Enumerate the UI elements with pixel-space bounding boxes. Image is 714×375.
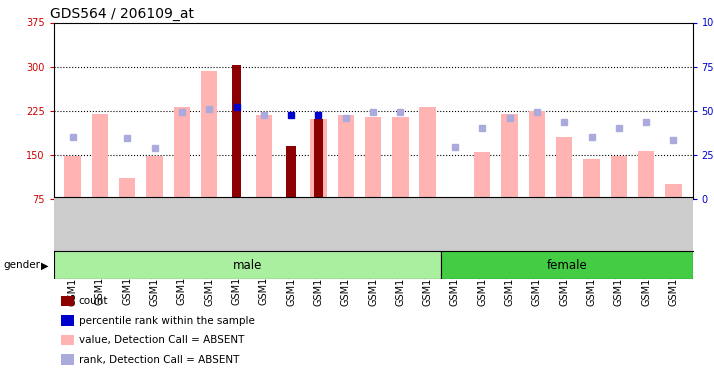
Text: female: female (547, 259, 588, 272)
Bar (610, 156, 627, 199)
Bar (665, 184, 682, 199)
Text: count: count (79, 296, 108, 306)
Bar (529, 111, 545, 199)
Bar (392, 117, 408, 199)
Text: ▶: ▶ (41, 261, 49, 270)
Bar (365, 117, 381, 199)
Text: male: male (233, 259, 262, 272)
FancyBboxPatch shape (441, 251, 693, 279)
Bar (338, 115, 354, 199)
Bar (556, 137, 573, 199)
FancyBboxPatch shape (54, 251, 441, 279)
Bar (146, 156, 163, 199)
Bar (583, 159, 600, 199)
Bar (119, 178, 136, 199)
Bar (501, 114, 518, 199)
Bar (232, 65, 241, 199)
Bar (313, 119, 323, 199)
Text: gender: gender (4, 261, 41, 270)
Bar (420, 106, 436, 199)
Text: rank, Detection Call = ABSENT: rank, Detection Call = ABSENT (79, 355, 239, 364)
Bar (638, 151, 654, 199)
Bar (174, 106, 190, 199)
Text: value, Detection Call = ABSENT: value, Detection Call = ABSENT (79, 335, 244, 345)
Text: GDS564 / 206109_at: GDS564 / 206109_at (51, 8, 194, 21)
Bar (311, 119, 326, 199)
Text: percentile rank within the sample: percentile rank within the sample (79, 316, 254, 326)
Bar (201, 70, 217, 199)
Bar (286, 146, 296, 199)
Bar (64, 156, 81, 199)
Bar (256, 115, 272, 199)
Bar (92, 114, 108, 199)
Bar (474, 152, 491, 199)
